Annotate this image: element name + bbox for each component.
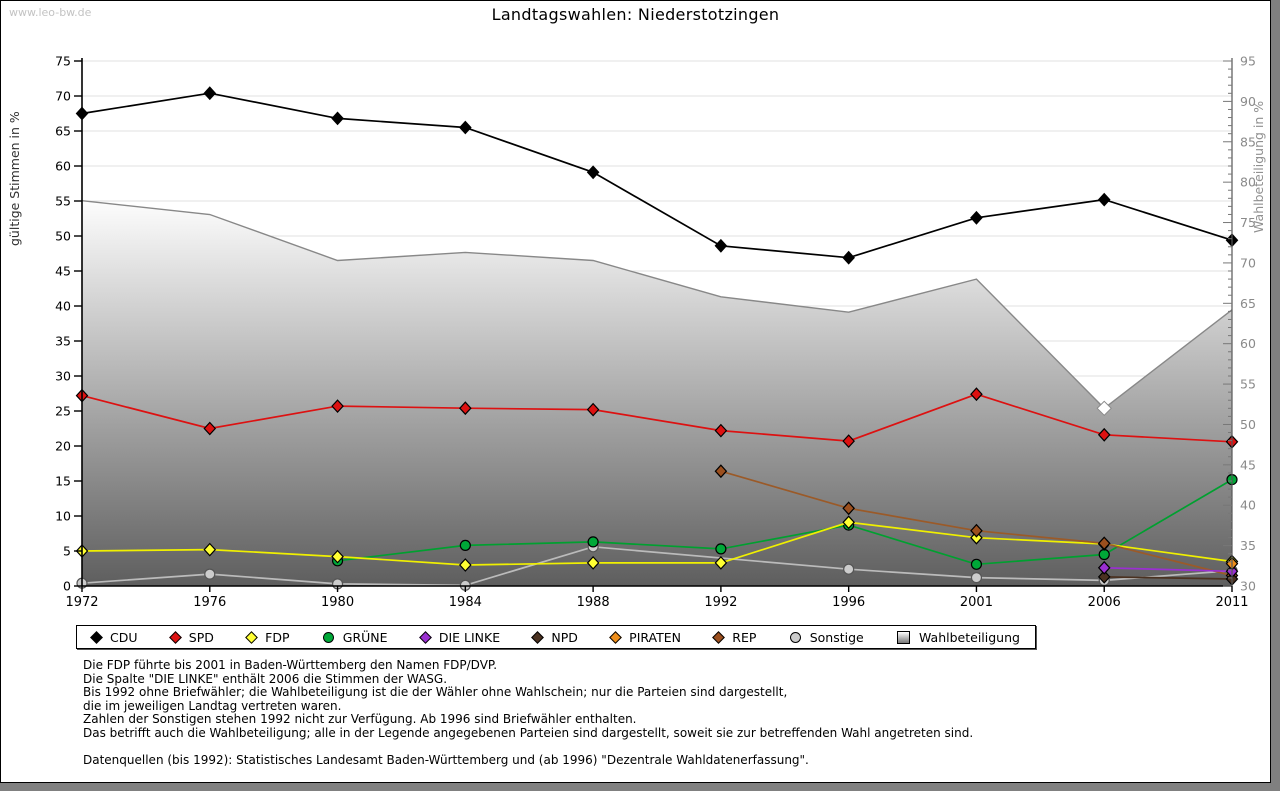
svg-text:55: 55 (55, 194, 71, 209)
footnote-line: die im jeweiligen Landtag vertreten ware… (83, 698, 342, 713)
legend-item-rep: REP (712, 629, 757, 645)
svg-text:2001: 2001 (960, 595, 993, 610)
legend-item-wahlbeteiligung: Wahlbeteiligung (896, 629, 1020, 645)
svg-text:40: 40 (1240, 498, 1256, 513)
footnote-line: Die Spalte "DIE LINKE" enthält 2006 die … (83, 671, 448, 686)
legend-item-fdp: FDP (245, 629, 290, 645)
svg-text:50: 50 (1240, 417, 1256, 432)
wahlbeteiligung-marker-icon (896, 630, 910, 644)
svg-text:60: 60 (1240, 336, 1256, 351)
svg-text:40: 40 (55, 299, 71, 314)
svg-text:65: 65 (55, 124, 71, 139)
page-title: Landtagswahlen: Niederstotzingen (491, 5, 780, 24)
legend-item-label: DIE LINKE (438, 629, 501, 645)
svg-text:90: 90 (1240, 94, 1256, 109)
footnote-line: Datenquellen (bis 1992): Statistisches L… (83, 753, 809, 768)
svg-text:1988: 1988 (577, 595, 610, 610)
svg-text:1976: 1976 (193, 595, 226, 610)
svg-text:65: 65 (1240, 296, 1256, 311)
legend-item-spd: SPD (168, 629, 214, 645)
series-cdu (75, 86, 1239, 265)
npd-marker-icon (531, 630, 545, 644)
axes: 0 5 10 15 20 25 30 35 40 45 50 55 60 65 70 75 30 35 40 45 50… (55, 54, 1256, 611)
svg-text:10: 10 (55, 509, 71, 524)
legend-item-label: REP (732, 629, 757, 645)
svg-text:35: 35 (55, 334, 71, 349)
svg-text:70: 70 (1240, 255, 1256, 270)
rep-marker-icon (712, 630, 726, 644)
series-spd (75, 387, 1239, 449)
legend-item-label: PIRATEN (629, 629, 682, 645)
svg-text:75: 75 (1240, 215, 1256, 230)
svg-text:30: 30 (1240, 579, 1256, 594)
legend-item-label: Wahlbeteiligung (918, 629, 1020, 645)
svg-text:85: 85 (1240, 134, 1256, 149)
legend-item-cdu: CDU (90, 629, 138, 645)
svg-text:35: 35 (1240, 538, 1256, 553)
svg-text:95: 95 (1240, 54, 1256, 69)
legend-item-gruene: GRÜNE (322, 629, 388, 645)
participation-marker (1096, 400, 1112, 417)
footnote-spacer (83, 741, 973, 755)
watermark: www.leo-bw.de (9, 6, 92, 19)
die-linke-marker-icon (418, 630, 432, 644)
legend-item-label: NPD (551, 629, 578, 645)
svg-text:1992: 1992 (704, 595, 737, 610)
left-axis-title: gültige Stimmen in % (7, 111, 22, 246)
gruene-marker-icon (322, 631, 334, 643)
legend-item-sonstige: Sonstige (789, 629, 864, 645)
svg-text:15: 15 (55, 474, 71, 489)
svg-text:80: 80 (1240, 175, 1256, 190)
legend-item-label: Sonstige (809, 629, 864, 645)
svg-text:1972: 1972 (65, 595, 98, 610)
legend-item-label: GRÜNE (342, 629, 388, 645)
participation-area (81, 200, 1233, 586)
svg-text:75: 75 (55, 54, 71, 69)
svg-text:45: 45 (55, 264, 71, 279)
svg-text:60: 60 (55, 159, 71, 174)
right-axis-title: Wahlbeteiligung in % (1251, 101, 1266, 233)
svg-text:55: 55 (1240, 377, 1256, 392)
piraten-marker-icon (609, 630, 623, 644)
legend-item-piraten: PIRATEN (609, 629, 682, 645)
svg-text:1984: 1984 (449, 595, 482, 610)
footnotes: Die FDP führte bis 2001 in Baden-Württem… (83, 658, 974, 768)
legend-item-die-linke: DIE LINKE (418, 629, 501, 645)
election-line-chart: 0 5 10 15 20 25 30 35 40 45 50 55 60 65 70 75 30 35 40 45 50… (7, 54, 1266, 611)
sonstige-marker-icon (789, 631, 801, 643)
svg-text:50: 50 (55, 229, 71, 244)
footnote-line: Das betrifft auch die Wahlbeteiligung; a… (83, 725, 974, 740)
svg-text:5: 5 (63, 544, 71, 559)
svg-text:45: 45 (1240, 457, 1256, 472)
svg-text:30: 30 (55, 369, 71, 384)
svg-text:0: 0 (63, 579, 71, 594)
svg-text:1996: 1996 (832, 595, 865, 610)
footnote-line: Zahlen der Sonstigen stehen 1992 nicht z… (83, 712, 637, 727)
svg-text:70: 70 (55, 89, 71, 104)
series-rep (714, 464, 1239, 583)
legend: CDU SPD FDP GRÜNE DIE LINKE NPD PIRATEN REP Sons… (76, 625, 1036, 649)
legend-item-label: CDU (110, 629, 138, 645)
spd-marker-icon (168, 630, 182, 644)
fdp-marker-icon (245, 630, 259, 644)
svg-text:1980: 1980 (321, 595, 354, 610)
cdu-marker-icon (90, 630, 103, 644)
footnote-line: Bis 1992 ohne Briefwähler; die Wahlbetei… (83, 685, 788, 700)
svg-text:25: 25 (55, 404, 71, 419)
legend-item-npd: NPD (531, 629, 578, 645)
svg-text:2006: 2006 (1088, 595, 1121, 610)
legend-item-label: FDP (265, 629, 290, 645)
svg-text:2011: 2011 (1215, 595, 1248, 610)
legend-item-label: SPD (188, 629, 214, 645)
footnote-line: Die FDP führte bis 2001 in Baden-Württem… (83, 658, 498, 672)
svg-text:20: 20 (55, 439, 71, 454)
